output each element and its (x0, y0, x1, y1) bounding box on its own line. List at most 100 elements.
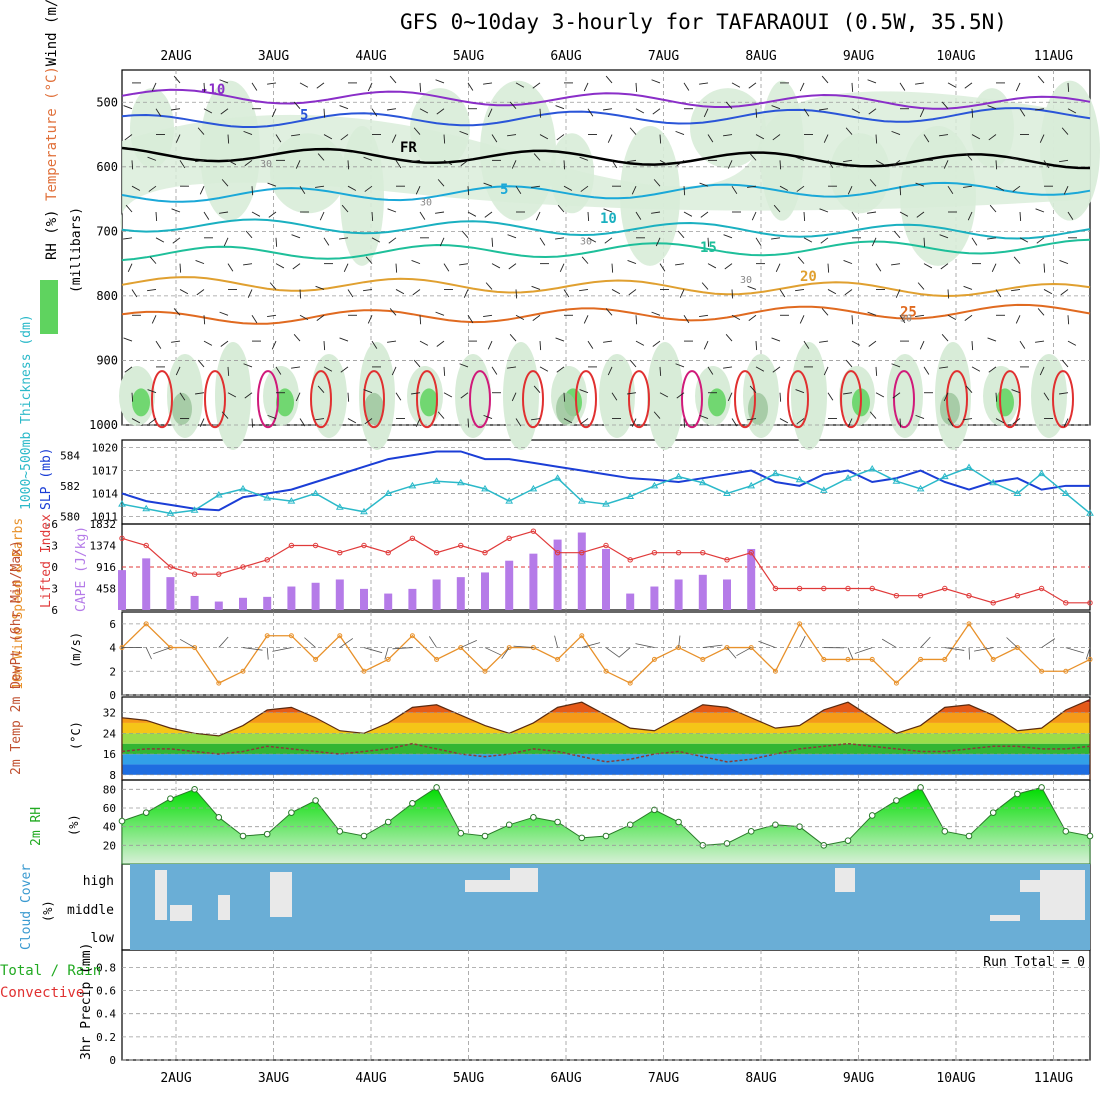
wind-barb (468, 419, 469, 428)
wind-barb (821, 238, 828, 243)
wind-barb (324, 341, 325, 350)
wind-barb (800, 83, 804, 91)
wind-barb (174, 76, 180, 83)
wind-barb (204, 315, 205, 324)
wind-barb (844, 260, 852, 263)
wind-barb (948, 315, 956, 319)
wind-barb (536, 212, 540, 220)
wind-barb (708, 238, 709, 247)
wind-barb-10m (485, 648, 501, 655)
wind-barb (564, 393, 565, 402)
temp-tick-label: 24 (103, 727, 117, 740)
rh-series-marker (168, 796, 174, 802)
wind-barb (1060, 260, 1068, 263)
wind-barb (124, 338, 132, 341)
wind-barb (948, 83, 956, 87)
upper-yaxis-title-part: Wind (m/s) (44, 0, 60, 66)
wind-barb (420, 83, 421, 92)
wind-barb (348, 419, 356, 423)
rh-series-marker (361, 833, 367, 839)
wind-barb (324, 109, 325, 118)
wind-barb (900, 83, 905, 91)
wind-barb (964, 286, 972, 289)
wind-barb (200, 186, 204, 194)
cape-tick-label: 916 (96, 561, 116, 574)
wind-barb (196, 260, 204, 263)
cape-axis-title: CAPE (J/kg) (74, 526, 89, 612)
wind-barb-10m (974, 648, 993, 652)
thickness-axis-title: 1000~500mb Thickness (dm) (19, 314, 34, 510)
wind-barb (252, 315, 257, 323)
wind-barb (628, 260, 636, 263)
cape-bar (239, 598, 247, 610)
wind-barb (756, 109, 757, 118)
cape-bar (602, 549, 610, 610)
wind-barb (900, 186, 901, 195)
wind-barb (508, 235, 516, 238)
rh-series-marker (1063, 829, 1069, 835)
wind-barb (630, 360, 636, 367)
wind-barb (798, 257, 804, 264)
wind-barb (1044, 264, 1045, 273)
rh-series-marker (482, 833, 488, 839)
wind-barb (123, 238, 132, 239)
chart-title: GFS 0~10day 3-hourly for TAFARAOUI (0.5W… (400, 10, 1007, 34)
wind-barb-10m (800, 636, 806, 648)
wind-barb (387, 109, 396, 110)
cape-tick-label: 1832 (90, 518, 117, 531)
temp-color-band (122, 754, 1090, 764)
wind-barb (320, 212, 324, 220)
rh-legend-swatch (40, 280, 58, 334)
wind-barb (124, 106, 132, 109)
wind-barb (845, 289, 852, 294)
wind-barb (1016, 83, 1020, 91)
wind-barb (579, 289, 588, 290)
top-date-label: 9AUG (843, 49, 874, 64)
wind-barb (292, 235, 300, 238)
pressure-axis-title: (millibars) (69, 207, 84, 293)
wind-barb (708, 264, 716, 268)
rh-series-marker (894, 798, 900, 804)
wind-barb-10m (1066, 648, 1084, 653)
rh-series-area (122, 787, 1090, 864)
wind-barb (684, 212, 692, 216)
rh-series-marker (143, 810, 149, 816)
bottom-date-label: 11AUG (1034, 1071, 1073, 1086)
wind-barb-10m (555, 636, 558, 648)
top-date-label: 10AUG (936, 49, 975, 64)
rh-series-marker (458, 830, 464, 836)
wind-barb (444, 264, 449, 272)
slp-axis-title: SLP (mb) (39, 447, 54, 510)
wind-barb-10m (882, 639, 896, 647)
wind-barb (291, 367, 300, 368)
wind-barb (413, 289, 420, 294)
cape-tick-label: 1374 (90, 540, 117, 553)
bottom-date-label: 5AUG (453, 1071, 484, 1086)
wind-barb (509, 264, 516, 269)
bottom-date-label: 3AUG (258, 1071, 289, 1086)
rh-axis-unit: (%) (67, 814, 81, 836)
wind-barb (132, 160, 133, 169)
rh-series-marker (531, 815, 537, 821)
cloud-gap (155, 870, 167, 920)
cape-bar (215, 602, 223, 610)
wind-barb (780, 393, 781, 402)
wind-barb (532, 286, 540, 289)
wind-barb (435, 212, 444, 213)
wind-barb (876, 264, 881, 272)
wind-barb (702, 283, 708, 290)
cape-bar (263, 597, 271, 610)
wind-barb (228, 264, 233, 272)
contour-label: 5 (300, 108, 308, 124)
wind-barb (629, 289, 636, 294)
wind-barb (1062, 360, 1068, 367)
wind-barb (483, 315, 492, 316)
wind-barb (1061, 289, 1068, 294)
temp-tick-label: 16 (103, 748, 116, 761)
wind-barb (147, 289, 156, 290)
rh-series-marker (216, 815, 222, 821)
wind-barb (228, 367, 229, 376)
wind-barb (272, 341, 276, 349)
wind-barb (990, 205, 996, 212)
wind-barb (372, 212, 373, 221)
